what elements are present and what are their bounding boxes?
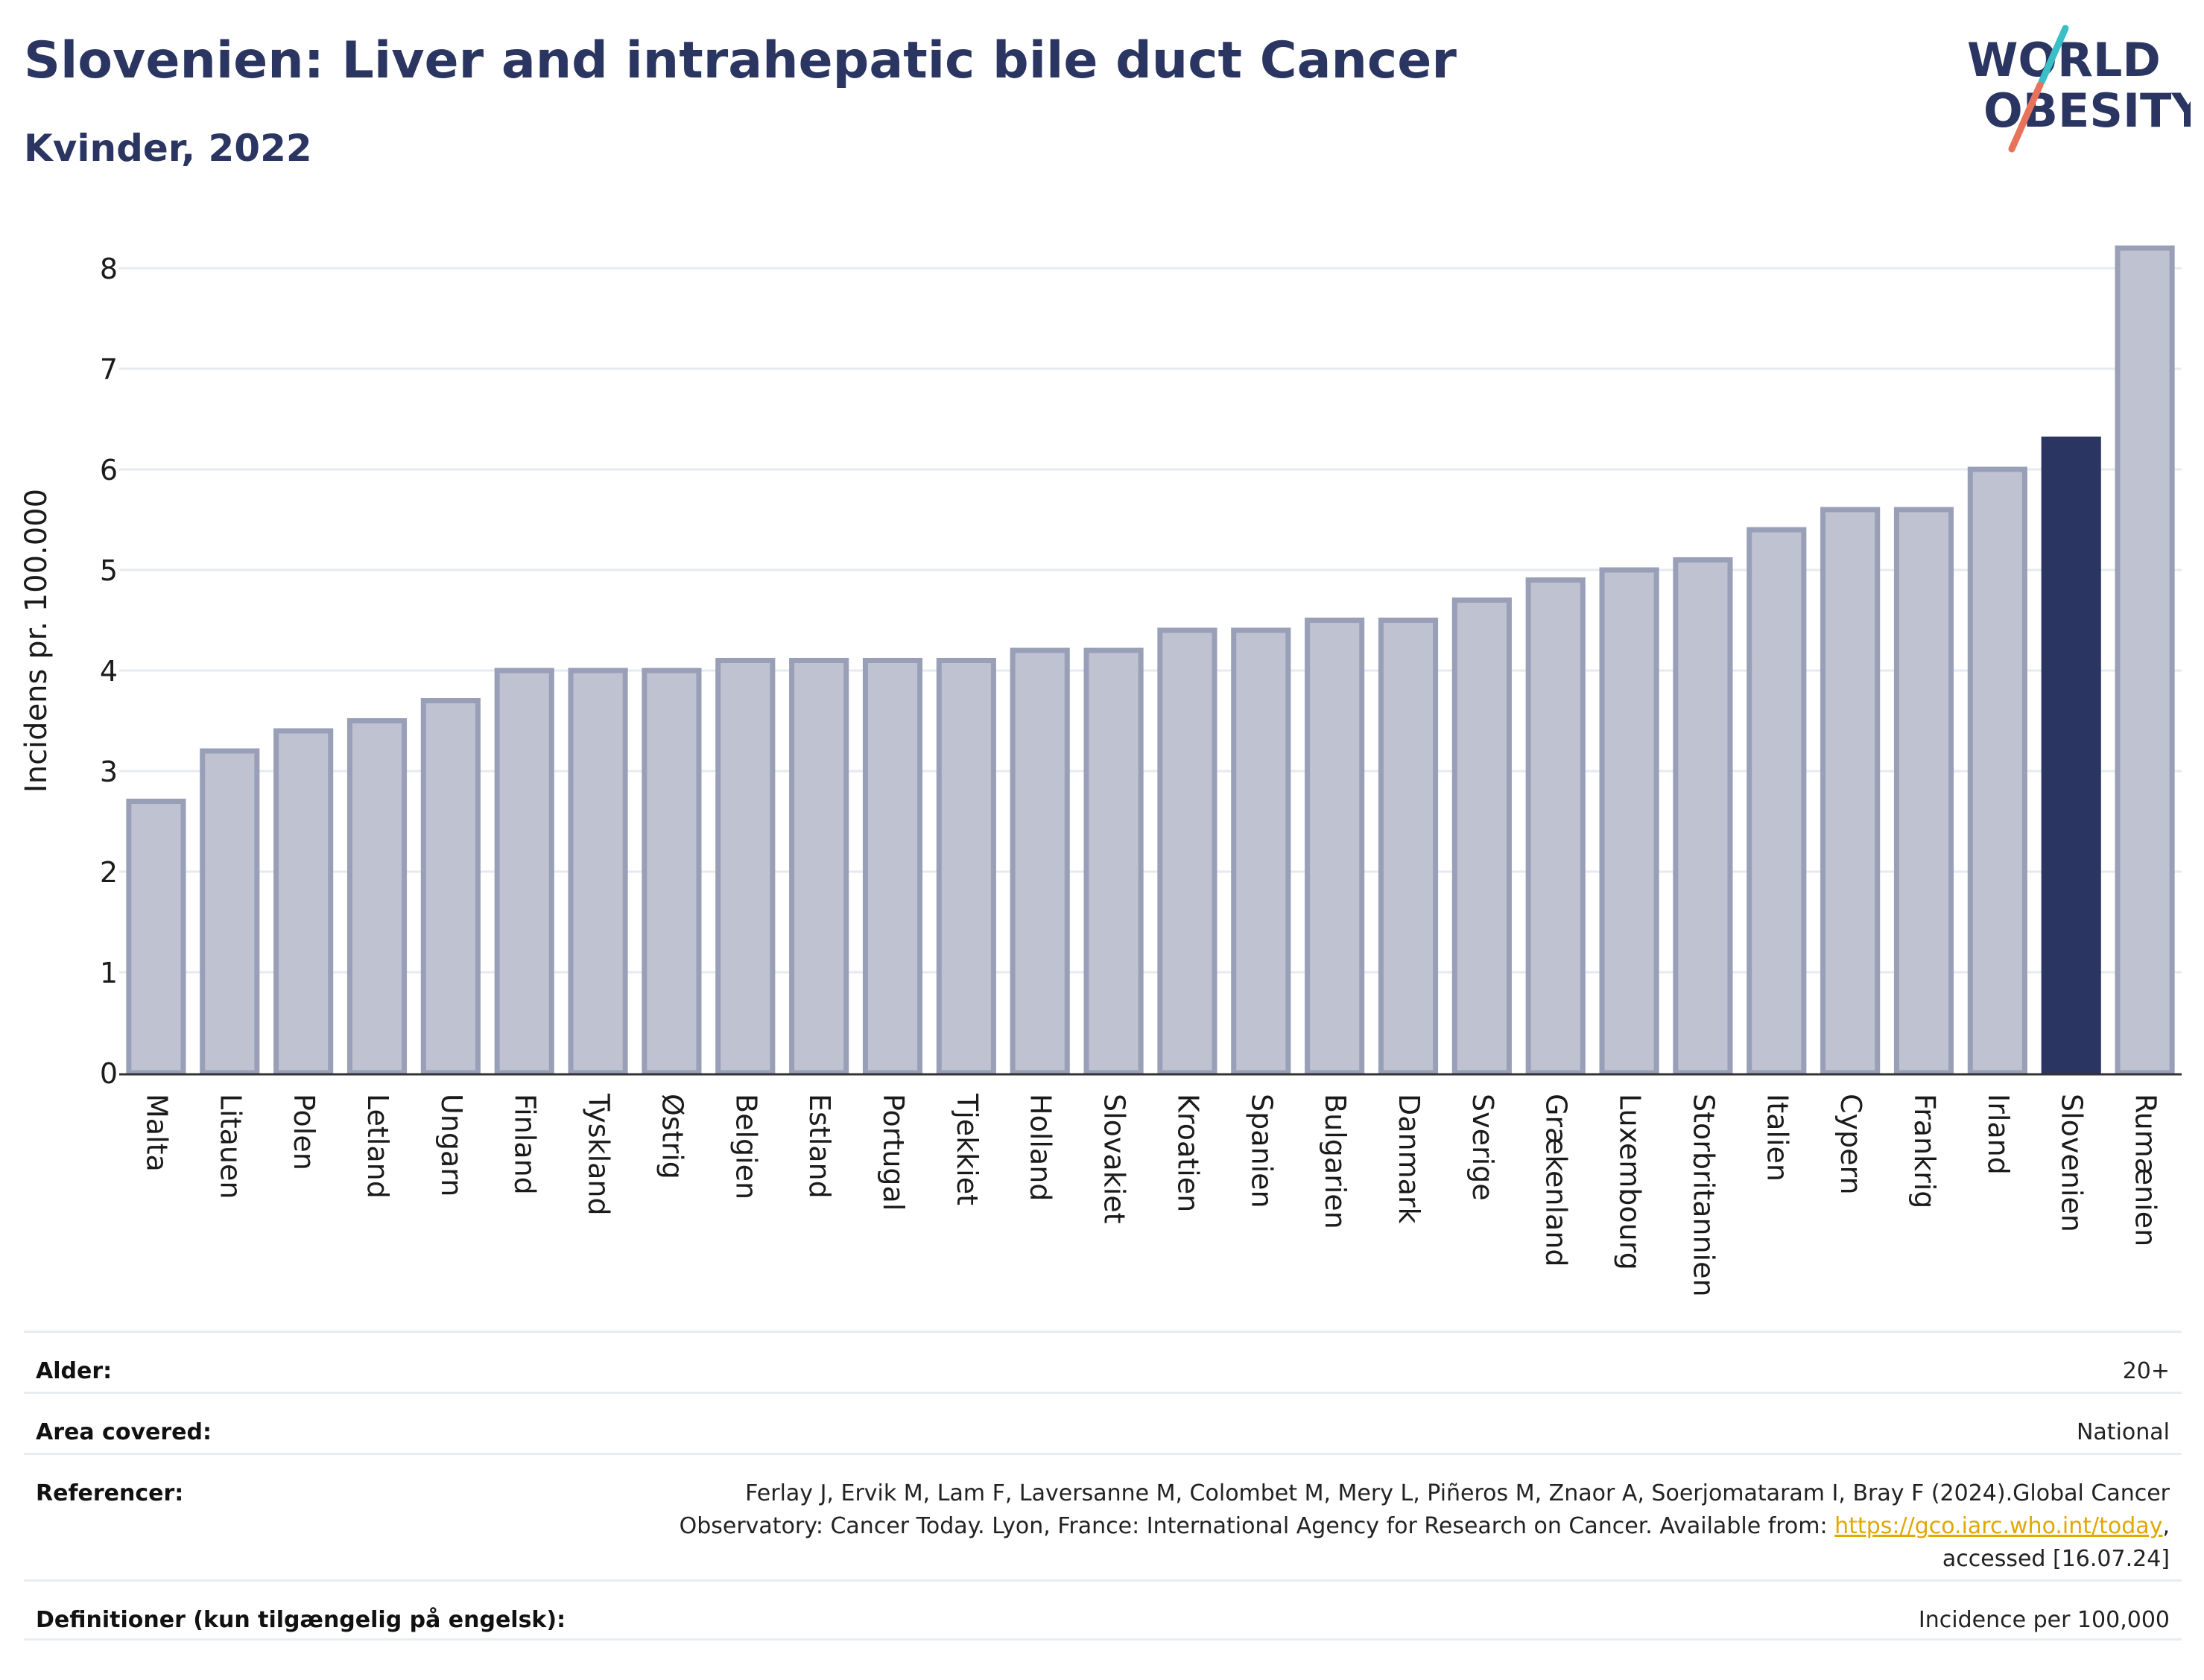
meta-row-references: Referencer: Ferlay J, Ervik M, Lam F, La… xyxy=(24,1453,2182,1579)
y-tick-label: 1 xyxy=(100,957,118,989)
y-axis-label: Incidens pr. 100.000 xyxy=(19,489,54,793)
area-value: National xyxy=(2076,1419,2170,1445)
x-tick-label: Storbritannien xyxy=(1687,1094,1720,1297)
y-tick-label: 7 xyxy=(100,353,118,386)
y-tick-label: 0 xyxy=(100,1057,118,1090)
bar-malta xyxy=(126,799,186,1076)
x-tick-label: Finland xyxy=(509,1094,542,1195)
page-subtitle: Kvinder, 2022 xyxy=(24,127,312,170)
x-tick-label: Sverige xyxy=(1466,1094,1499,1201)
bar-chart: 0 1 2 3 4 5 6 7 8 Malta Litauen Polen Letland Ungarn… xyxy=(19,245,2182,1297)
x-tick-label: Estland xyxy=(803,1094,836,1199)
definitions-value: Incidence per 100,000 xyxy=(1918,1607,2170,1633)
x-tick-label: Malta xyxy=(140,1094,173,1172)
bar-slovakiet xyxy=(1083,647,1144,1076)
references-text-2: , accessed [16.07.24] xyxy=(1942,1513,2170,1572)
y-tick-label: 6 xyxy=(100,454,118,486)
bar-spanien xyxy=(1231,627,1291,1076)
references-label: Referencer: xyxy=(36,1480,184,1506)
x-tick-label: Østrig xyxy=(656,1094,688,1179)
bar-østrig xyxy=(642,668,702,1076)
x-tick-label: Kroatien xyxy=(1171,1094,1204,1212)
x-tick-label: Slovakiet xyxy=(1098,1094,1131,1224)
bar-holland xyxy=(1010,647,1070,1076)
bar-frankrig xyxy=(1893,507,1954,1076)
y-tick-label: 4 xyxy=(100,655,118,688)
bar-belgien xyxy=(715,658,776,1076)
bar-luxembourg xyxy=(1599,567,1659,1076)
references-value: Ferlay J, Ervik M, Lam F, Laversanne M, … xyxy=(605,1477,2170,1576)
x-tick-label: Letland xyxy=(361,1094,394,1199)
x-tick-label: Tyskland xyxy=(583,1093,615,1216)
logo-text-world: WORLD xyxy=(1967,33,2161,87)
bar-polen xyxy=(273,728,334,1076)
x-tick-label: Irland xyxy=(1982,1094,2015,1175)
bar-letland xyxy=(346,718,408,1076)
y-tick-label: 3 xyxy=(100,755,118,788)
x-tick-label: Portugal xyxy=(877,1094,910,1211)
bar-kroatien xyxy=(1157,627,1217,1076)
y-tick-label: 8 xyxy=(100,253,118,285)
page-title: Slovenien: Liver and intrahepatic bile d… xyxy=(24,31,1457,90)
bar-danmark xyxy=(1378,618,1439,1076)
bar-tyskland xyxy=(568,668,628,1076)
x-tick-label: Spanien xyxy=(1245,1094,1278,1208)
bar-italien xyxy=(1747,527,1807,1076)
bar-storbritannien xyxy=(1673,557,1733,1076)
y-tick-label: 5 xyxy=(100,554,118,587)
x-tick-label: Polen xyxy=(288,1094,320,1170)
bar-portugal xyxy=(862,658,923,1076)
logo-slash-bottom xyxy=(2008,81,2044,153)
x-tick-label: Rumænien xyxy=(2129,1094,2162,1246)
bar-cypern xyxy=(1820,507,1881,1076)
bar-rumænien xyxy=(2115,245,2175,1076)
x-tick-label: Holland xyxy=(1025,1094,1057,1201)
x-tick-label: Italien xyxy=(1761,1094,1793,1182)
x-tick-label: Bulgarien xyxy=(1319,1094,1352,1229)
age-label: Alder: xyxy=(36,1358,113,1384)
world-obesity-logo: WORLD OBESITY xyxy=(1967,25,2191,153)
references-link[interactable]: https://gco.iarc.who.int/today xyxy=(1834,1513,2163,1539)
bar-ungarn xyxy=(420,698,481,1076)
x-tick-label: Slovenien xyxy=(2056,1094,2089,1232)
x-tick-label: Ungarn xyxy=(435,1094,468,1196)
x-tick-label: Luxembourg xyxy=(1614,1094,1647,1270)
meta-row-definitions: Definitioner (kun tilgængelig på engelsk… xyxy=(24,1579,2182,1641)
meta-row-area: Area covered: National xyxy=(24,1392,2182,1453)
x-tick-label: Tjekkiet xyxy=(951,1093,984,1205)
bars xyxy=(126,245,2175,1076)
y-axis-ticks: 0 1 2 3 4 5 6 7 8 xyxy=(100,253,118,1090)
meta-row-age: Alder: 20+ xyxy=(24,1331,2182,1392)
bar-grækenland xyxy=(1525,577,1586,1076)
metadata-table: Alder: 20+ Area covered: National Refere… xyxy=(24,1331,2182,1641)
bar-litauen xyxy=(200,748,260,1076)
bar-sverige xyxy=(1451,597,1512,1076)
x-tick-label: Grækenland xyxy=(1540,1094,1573,1267)
area-label: Area covered: xyxy=(36,1419,212,1445)
x-tick-label: Belgien xyxy=(729,1094,762,1199)
bar-finland xyxy=(494,668,554,1076)
bar-irland xyxy=(1967,466,2027,1076)
logo-slash-top xyxy=(2038,25,2069,86)
y-tick-label: 2 xyxy=(100,856,118,889)
x-tick-label: Frankrig xyxy=(1908,1094,1941,1208)
bar-estland xyxy=(789,658,849,1076)
bar-bulgarien xyxy=(1305,618,1365,1076)
bar-tjekkiet xyxy=(936,658,996,1076)
definitions-label: Definitioner (kun tilgængelig på engelsk… xyxy=(36,1607,566,1633)
x-axis-ticks: Malta Litauen Polen Letland Ungarn Finland Tys… xyxy=(140,1093,2162,1297)
age-value: 20+ xyxy=(2122,1358,2170,1384)
references-text-1: Ferlay J, Ervik M, Lam F, Laversanne M, … xyxy=(679,1480,2170,1539)
x-tick-label: Litauen xyxy=(214,1094,247,1199)
x-tick-label: Cypern xyxy=(1834,1094,1867,1195)
bar-slovenien xyxy=(2041,437,2101,1076)
x-tick-label: Danmark xyxy=(1393,1094,1425,1224)
